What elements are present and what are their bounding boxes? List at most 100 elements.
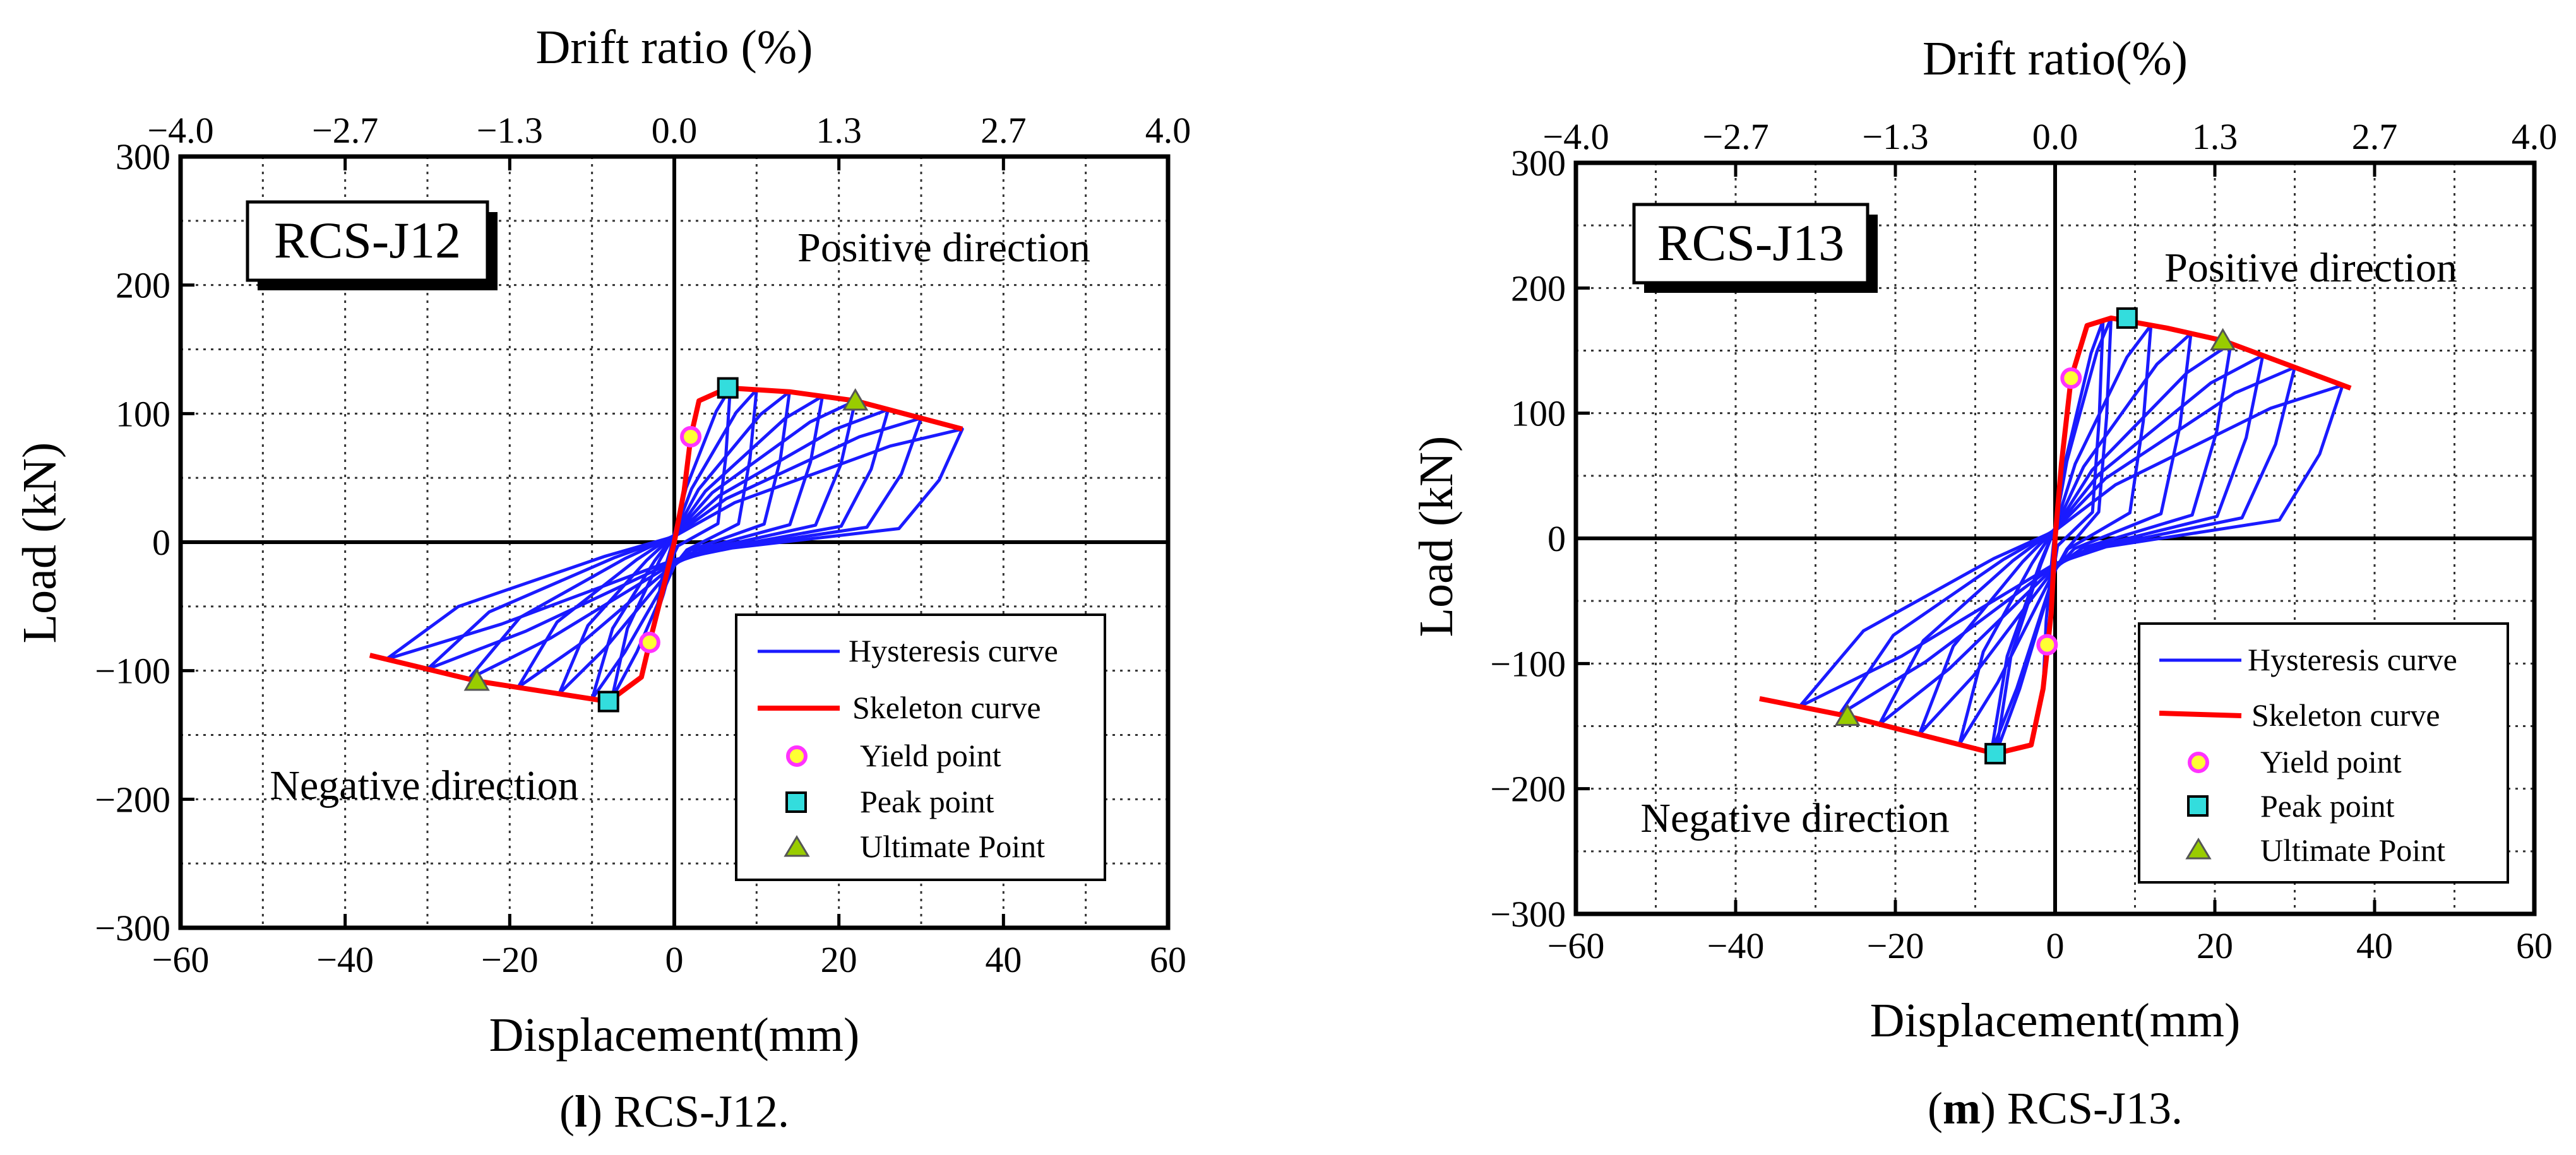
- drift-tick-label: 4.0: [1145, 110, 1191, 151]
- drift-tick-label: −2.7: [312, 110, 378, 151]
- x-tick-label: −60: [152, 939, 210, 980]
- x-tick-label: 40: [2356, 925, 2393, 966]
- ultimate-point-marker: [1834, 703, 1861, 726]
- drift-tick-label: −4.0: [147, 110, 213, 151]
- drift-tick-label: 4.0: [2512, 116, 2558, 157]
- legend-peak-marker: [2187, 795, 2209, 817]
- x-axis-title: Displacement(mm): [489, 1009, 860, 1062]
- x-tick-label: 60: [1150, 939, 1186, 980]
- legend: Hysteresis curve Skeleton curve Yield po…: [735, 613, 1106, 881]
- specimen-label-box: RCS-J12: [246, 200, 498, 290]
- x-tick-label: 0: [665, 939, 684, 980]
- negative-direction-label: Negative direction: [270, 762, 578, 808]
- x-tick-label: −40: [1707, 925, 1765, 966]
- ultimate-point-marker: [463, 668, 490, 691]
- y-tick-labels: 300 200 100 0 −100 −200 −300: [1490, 143, 1566, 935]
- x-tick-labels: −60 −40 −20 0 20 40 60: [152, 939, 1186, 980]
- y-axis-title: Load (kN): [1410, 436, 1463, 637]
- x-tick-labels: −60 −40 −20 0 20 40 60: [1547, 925, 2553, 966]
- legend-peak-label: Peak point: [860, 784, 994, 819]
- legend-ultimate-marker: [2185, 838, 2212, 860]
- negative-direction-label: Negative direction: [1640, 795, 1949, 841]
- y-tick-label: 200: [116, 265, 170, 306]
- drift-tick-label: 1.3: [2192, 116, 2238, 157]
- feature-points: [463, 377, 869, 713]
- y-axis-title: Load (kN): [13, 442, 66, 644]
- legend-skeleton-swatch: [2159, 711, 2242, 718]
- legend-yield-marker: [2188, 752, 2209, 773]
- x-tick-label: 20: [821, 939, 857, 980]
- y-tick-label: −300: [95, 908, 170, 949]
- top-axis-title: Drift ratio (%): [536, 21, 813, 74]
- drift-tick-label: 0.0: [2032, 116, 2078, 157]
- y-tick-label: −100: [95, 651, 170, 692]
- legend-ultimate-label: Ultimate Point: [2260, 832, 2445, 868]
- drift-tick-label: −4.0: [1542, 116, 1609, 157]
- y-tick-label: 100: [1511, 393, 1566, 434]
- legend-peak-marker: [785, 791, 807, 813]
- peak-point-marker: [597, 690, 619, 713]
- x-tick-label: 60: [2516, 925, 2553, 966]
- x-tick-label: 0: [2046, 925, 2065, 966]
- legend-hysteresis-label: Hysteresis curve: [849, 633, 1058, 668]
- drift-tick-label: −1.3: [1862, 116, 1928, 157]
- positive-direction-label: Positive direction: [797, 225, 1090, 271]
- peak-point-marker: [1984, 743, 2007, 765]
- y-tick-label: −200: [95, 779, 170, 820]
- ultimate-point-marker: [2210, 328, 2236, 351]
- yield-point-marker: [680, 425, 702, 447]
- y-tick-label: −100: [1490, 643, 1566, 684]
- drift-tick-label: 2.7: [981, 110, 1027, 151]
- y-tick-label: 0: [1547, 518, 1566, 559]
- legend-ultimate-label: Ultimate Point: [860, 829, 1045, 864]
- y-tick-labels: 300 200 100 0 −100 −200 −300: [95, 136, 170, 949]
- axis-ticks: [179, 155, 1170, 930]
- legend-skeleton-label: Skeleton curve: [2251, 697, 2440, 733]
- positive-direction-label: Positive direction: [2164, 245, 2457, 291]
- top-axis-title: Drift ratio(%): [1923, 32, 2188, 85]
- peak-point-marker: [2116, 307, 2138, 329]
- y-tick-label: 0: [152, 522, 170, 563]
- y-tick-label: 300: [116, 136, 170, 177]
- panel-caption: (m) RCS-J13.: [1928, 1083, 2183, 1134]
- x-tick-label: −40: [316, 939, 374, 980]
- drift-tick-label: 1.3: [816, 110, 862, 151]
- x-axis-title: Displacement(mm): [1870, 994, 2241, 1047]
- drift-tick-label: −1.3: [477, 110, 543, 151]
- specimen-label: RCS-J12: [274, 211, 461, 269]
- drift-tick-label: 0.0: [652, 110, 698, 151]
- legend-peak-label: Peak point: [2260, 788, 2395, 824]
- x-tick-label: −20: [481, 939, 539, 980]
- feature-points: [1834, 307, 2236, 765]
- legend-hysteresis-label: Hysteresis curve: [2248, 642, 2457, 677]
- yield-point-marker: [638, 631, 660, 653]
- x-tick-label: 40: [985, 939, 1022, 980]
- drift-tick-label: 2.7: [2352, 116, 2398, 157]
- panel-caption: (l) RCS-J12.: [559, 1086, 789, 1137]
- specimen-label-box: RCS-J13: [1632, 203, 1878, 293]
- yield-point-marker: [2060, 367, 2082, 389]
- y-tick-label: −300: [1490, 894, 1566, 935]
- drift-tick-labels: −4.0 −2.7 −1.3 0.0 1.3 2.7 4.0: [1542, 116, 2557, 157]
- ultimate-point-marker: [842, 388, 869, 411]
- legend-ultimate-marker: [784, 835, 810, 857]
- drift-tick-labels: −4.0 −2.7 −1.3 0.0 1.3 2.7 4.0: [147, 110, 1191, 151]
- legend-skeleton-label: Skeleton curve: [852, 690, 1041, 725]
- axis-ticks: [1574, 161, 2536, 916]
- y-tick-label: 200: [1511, 268, 1566, 309]
- legend-yield-marker: [786, 745, 808, 767]
- legend: Hysteresis curve Skeleton curve Yield po…: [2138, 622, 2509, 884]
- legend-yield-label: Yield point: [860, 738, 1001, 773]
- y-tick-label: −200: [1490, 769, 1566, 810]
- legend-yield-label: Yield point: [2260, 744, 2402, 779]
- x-tick-label: 20: [2197, 925, 2233, 966]
- specimen-label: RCS-J13: [1657, 214, 1844, 271]
- y-tick-label: 100: [116, 393, 170, 434]
- x-tick-label: −20: [1867, 925, 1924, 966]
- peak-point-marker: [717, 377, 739, 399]
- x-tick-label: −60: [1547, 925, 1605, 966]
- yield-point-marker: [2036, 634, 2058, 656]
